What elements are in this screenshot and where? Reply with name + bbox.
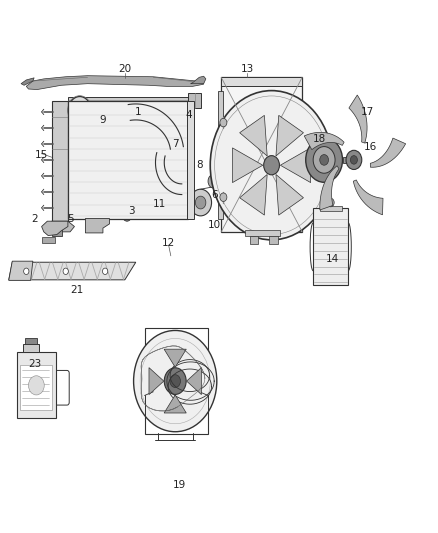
Polygon shape: [276, 115, 304, 156]
Text: 17: 17: [361, 107, 374, 117]
Text: 1: 1: [134, 107, 141, 117]
Polygon shape: [21, 78, 34, 85]
Text: 23: 23: [28, 359, 42, 368]
Circle shape: [327, 198, 334, 207]
Polygon shape: [233, 148, 263, 183]
Polygon shape: [52, 221, 74, 232]
Circle shape: [24, 268, 29, 274]
Polygon shape: [370, 138, 406, 167]
Text: 18: 18: [313, 134, 326, 143]
Circle shape: [220, 193, 227, 201]
Text: 3: 3: [128, 206, 135, 215]
Text: 13: 13: [241, 64, 254, 74]
Polygon shape: [155, 152, 182, 195]
Polygon shape: [42, 237, 55, 243]
Circle shape: [164, 368, 186, 394]
Text: 15: 15: [35, 150, 48, 159]
Polygon shape: [9, 262, 136, 280]
Polygon shape: [276, 174, 304, 215]
Text: 11: 11: [153, 199, 166, 208]
Polygon shape: [188, 93, 201, 108]
Polygon shape: [187, 368, 201, 394]
Circle shape: [134, 330, 217, 432]
Bar: [145, 328, 208, 434]
Bar: [17, 352, 56, 418]
Circle shape: [155, 190, 164, 201]
Text: 14: 14: [326, 254, 339, 263]
Circle shape: [28, 376, 44, 395]
Text: 5: 5: [67, 214, 74, 223]
Polygon shape: [349, 95, 367, 143]
Text: 21: 21: [70, 286, 83, 295]
Circle shape: [190, 189, 212, 216]
Polygon shape: [26, 76, 204, 90]
Polygon shape: [85, 219, 110, 233]
Polygon shape: [221, 77, 302, 86]
Polygon shape: [245, 230, 280, 236]
Circle shape: [346, 150, 362, 169]
Polygon shape: [353, 180, 383, 215]
Polygon shape: [343, 157, 354, 163]
Polygon shape: [240, 174, 267, 215]
Text: 12: 12: [162, 238, 175, 247]
Polygon shape: [149, 368, 164, 394]
Circle shape: [208, 174, 219, 188]
Polygon shape: [128, 104, 184, 149]
Circle shape: [150, 184, 170, 207]
Text: 16: 16: [364, 142, 377, 151]
Bar: [25, 338, 37, 344]
Polygon shape: [304, 132, 344, 150]
Polygon shape: [191, 76, 206, 84]
Bar: [218, 91, 223, 219]
Bar: [313, 208, 348, 285]
Circle shape: [210, 91, 333, 240]
Polygon shape: [165, 134, 184, 152]
Circle shape: [195, 196, 206, 209]
Circle shape: [320, 155, 328, 165]
Text: 19: 19: [173, 480, 186, 490]
Text: 10: 10: [208, 220, 221, 230]
Text: 2: 2: [32, 214, 39, 223]
Circle shape: [68, 96, 91, 124]
Polygon shape: [280, 148, 311, 183]
Bar: [221, 77, 302, 232]
Circle shape: [220, 118, 227, 127]
Circle shape: [102, 268, 108, 274]
Circle shape: [123, 211, 131, 221]
Circle shape: [74, 104, 85, 117]
Polygon shape: [9, 261, 33, 280]
Circle shape: [170, 375, 180, 387]
Polygon shape: [320, 206, 342, 211]
Polygon shape: [250, 236, 258, 244]
Circle shape: [313, 147, 335, 173]
Text: 20: 20: [118, 64, 131, 74]
Text: 8: 8: [196, 160, 203, 170]
Text: 7: 7: [172, 139, 179, 149]
Bar: [187, 101, 194, 219]
Polygon shape: [164, 349, 186, 367]
Text: 4: 4: [185, 110, 192, 119]
Text: 9: 9: [99, 115, 106, 125]
Polygon shape: [320, 166, 339, 210]
Polygon shape: [240, 115, 267, 156]
Circle shape: [63, 268, 68, 274]
Polygon shape: [68, 97, 188, 102]
Circle shape: [350, 156, 357, 164]
Bar: [20, 365, 52, 410]
Circle shape: [264, 156, 279, 175]
Polygon shape: [52, 229, 62, 236]
Circle shape: [306, 138, 343, 182]
Bar: [68, 101, 188, 219]
Bar: [23, 344, 39, 352]
Text: 6: 6: [211, 190, 218, 199]
Polygon shape: [164, 395, 186, 413]
Polygon shape: [269, 236, 278, 244]
Polygon shape: [42, 221, 68, 236]
Polygon shape: [52, 101, 68, 224]
